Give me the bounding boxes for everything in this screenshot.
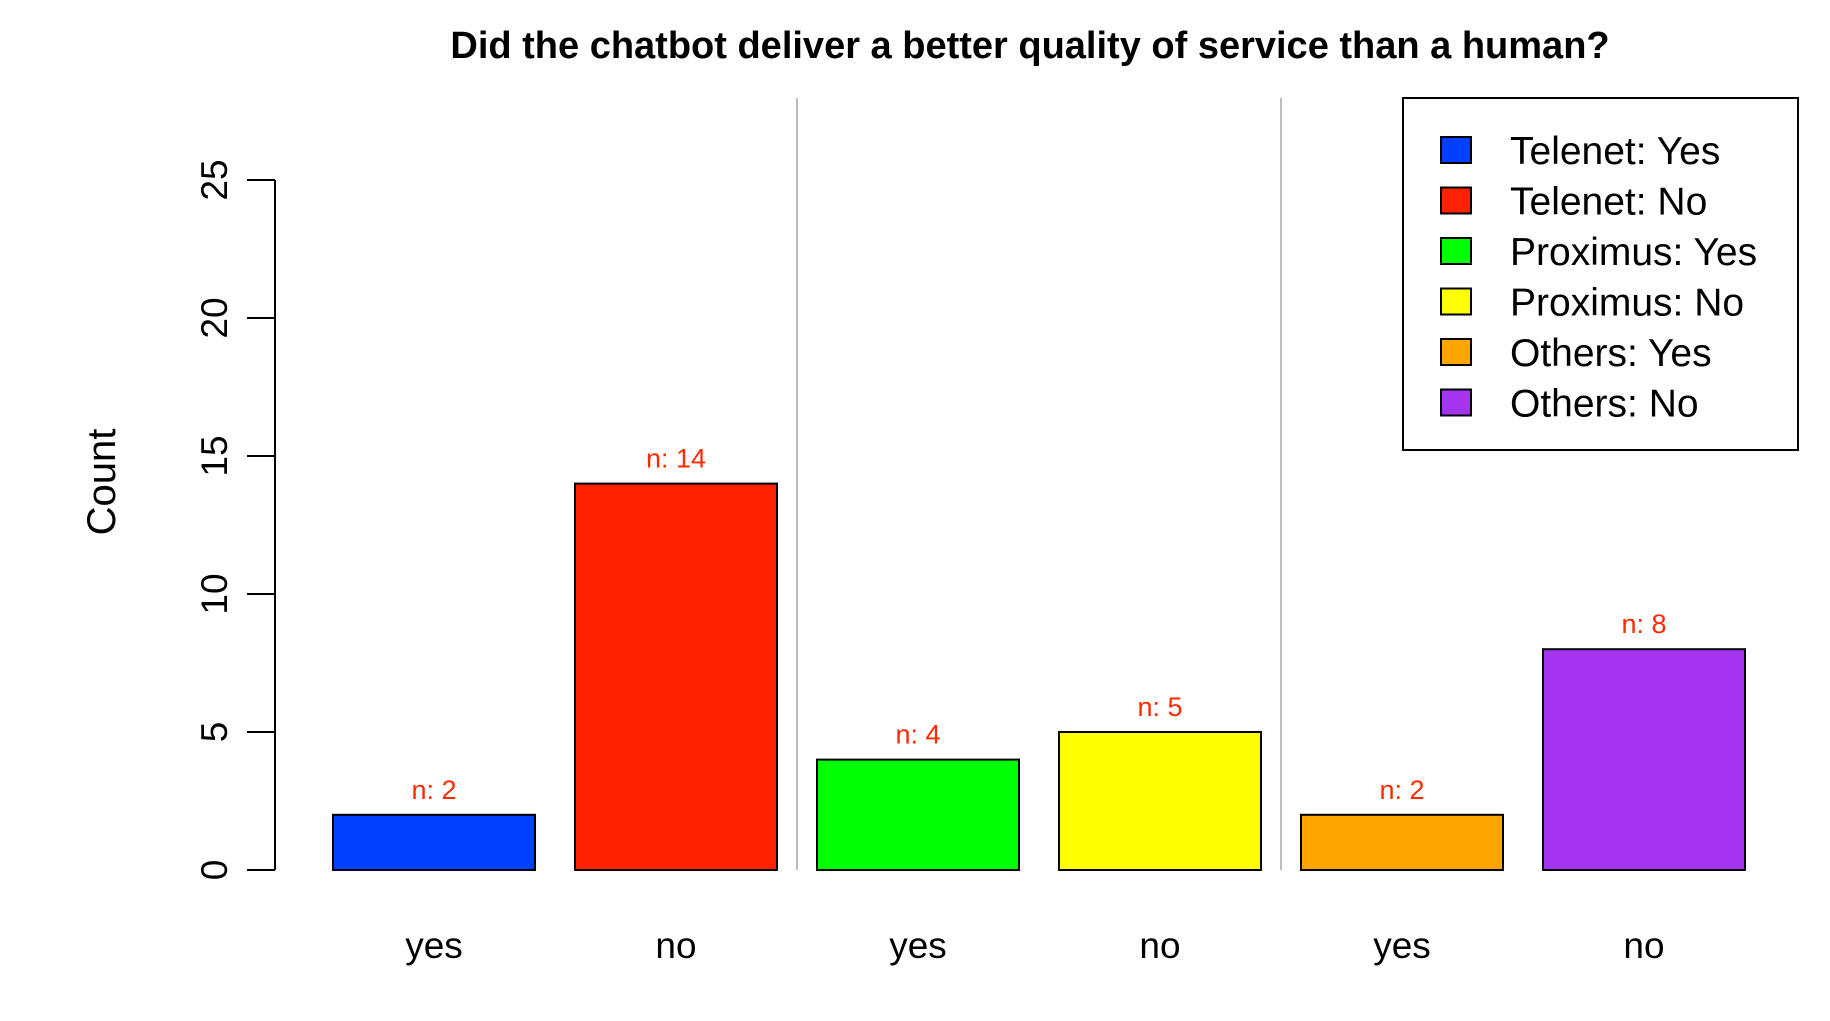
x-tick-labels: yes no yes no yes no xyxy=(405,925,1664,966)
data-label: n: 5 xyxy=(1137,692,1182,722)
legend-label: Others: Yes xyxy=(1510,332,1712,375)
bar xyxy=(1058,731,1262,871)
y-tick-label: 20 xyxy=(194,297,235,338)
legend-swatch xyxy=(1440,338,1472,366)
legend-label: Others: No xyxy=(1510,383,1699,426)
data-label: n: 14 xyxy=(646,444,706,474)
legend-swatch xyxy=(1440,237,1472,265)
y-tick-label: 25 xyxy=(194,159,235,200)
group-separators xyxy=(796,98,1282,870)
data-label: n: 2 xyxy=(411,775,456,805)
y-axis: 0 5 10 15 20 25 xyxy=(194,159,276,881)
legend: Telenet: Yes Telenet: No Proximus: Yes Prox… xyxy=(1402,97,1799,451)
bar xyxy=(1300,813,1504,871)
legend-swatch xyxy=(1440,388,1472,417)
chart-title: Did the chatbot deliver a better quality… xyxy=(450,25,1609,67)
x-tick-label: yes xyxy=(405,925,463,966)
data-label: n: 8 xyxy=(1621,609,1666,639)
data-label: n: 2 xyxy=(1379,775,1424,805)
legend-swatch xyxy=(1440,287,1472,316)
legend-label: Telenet: No xyxy=(1510,181,1707,224)
y-axis-label: Count xyxy=(80,429,124,536)
x-tick-label: no xyxy=(655,925,696,966)
bar xyxy=(816,758,1020,871)
bar xyxy=(332,813,536,871)
bar xyxy=(574,482,778,871)
x-tick-label: yes xyxy=(889,925,947,966)
legend-swatch xyxy=(1440,136,1472,164)
y-tick-label: 0 xyxy=(194,860,235,881)
legend-swatch xyxy=(1440,186,1472,215)
x-tick-label: no xyxy=(1623,925,1664,966)
legend-label: Proximus: No xyxy=(1510,282,1744,325)
bars-group xyxy=(332,482,1746,872)
bar xyxy=(1542,648,1746,872)
x-tick-label: yes xyxy=(1373,925,1431,966)
legend-label: Telenet: Yes xyxy=(1510,130,1720,173)
y-tick-label: 15 xyxy=(194,435,235,476)
x-tick-label: no xyxy=(1139,925,1180,966)
data-label: n: 4 xyxy=(895,720,940,750)
legend-label: Proximus: Yes xyxy=(1510,231,1757,274)
data-labels: n: 2 n: 14 n: 4 n: 5 n: 2 n: 8 xyxy=(411,444,1666,805)
y-tick-label: 10 xyxy=(194,573,235,614)
y-tick-label: 5 xyxy=(194,722,235,743)
